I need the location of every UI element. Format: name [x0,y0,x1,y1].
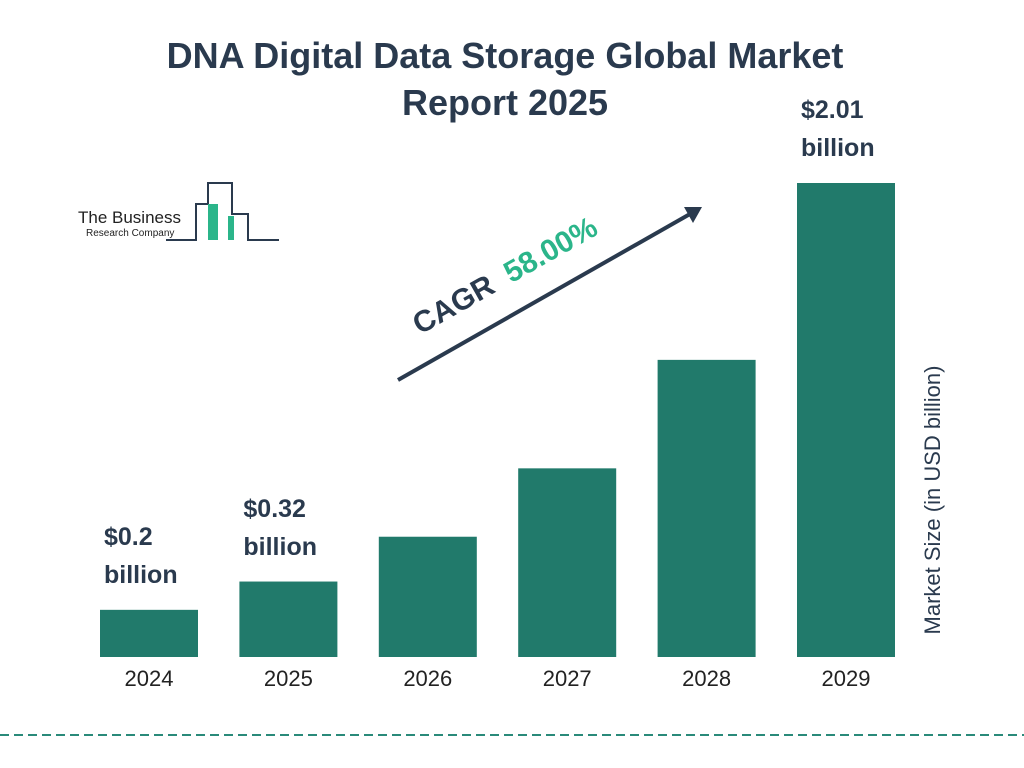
cagr-value: 58.00% [498,211,603,290]
chart-title: DNA Digital Data Storage Global Market R… [166,35,844,123]
logo-text: The Business [78,208,181,227]
cagr: CAGR 58.00% [407,211,603,341]
x-tick-label: 2028 [682,666,731,691]
bar [657,359,756,657]
bar [100,609,198,657]
x-tick-label: 2027 [543,666,592,691]
logo-bar [228,216,234,240]
logo-bar [208,204,218,240]
cagr-arrowhead [684,207,702,223]
x-tick-label: 2029 [822,666,871,691]
bar [797,183,895,657]
logo-text: Research Company [86,228,174,239]
logo: The Business Research Company [78,182,279,241]
cagr-arrow [397,212,691,382]
y-axis-label: Market Size (in USD billion) [920,366,945,635]
bar [239,581,338,657]
bar [518,468,617,657]
x-tick-label: 2025 [264,666,313,691]
value-label: $2.01 billion [801,96,875,162]
value-label: $0.32 billion [243,494,317,561]
bar [378,536,477,657]
x-tick-label: 2026 [403,666,452,691]
x-tick-label: 2024 [125,666,174,691]
value-label: $0.2 billion [104,522,178,589]
logo-outline [166,182,279,241]
